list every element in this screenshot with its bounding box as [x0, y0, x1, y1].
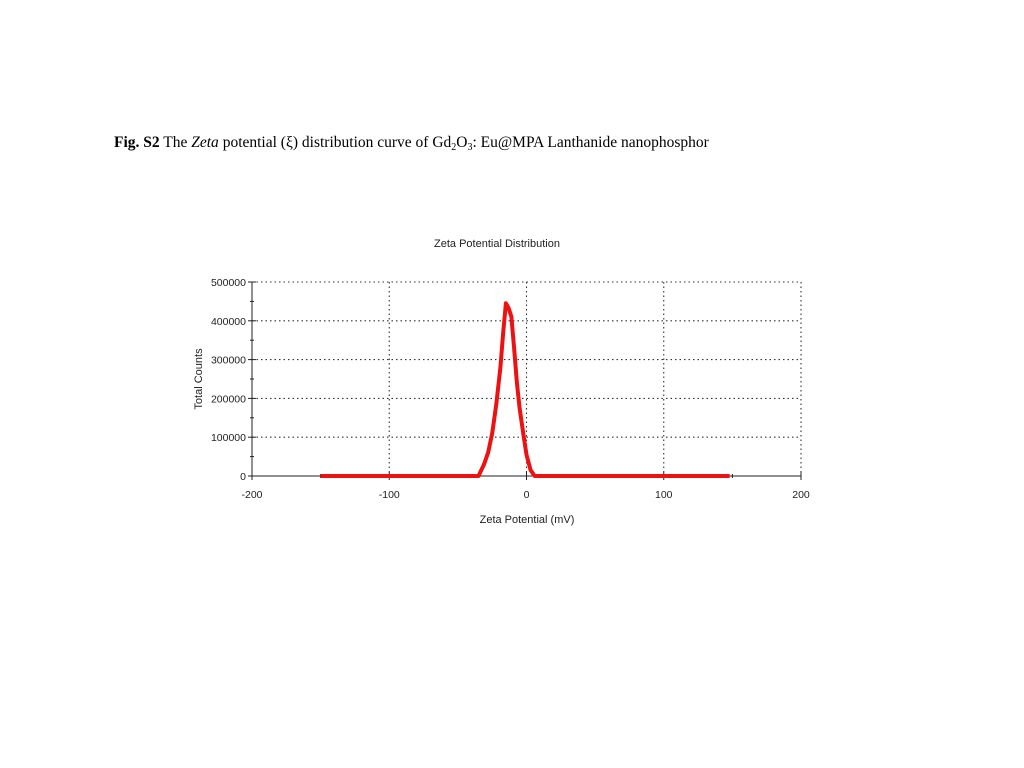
tick-labels: 0 100000 200000 300000 400000 500000 -200 -100 0… [211, 277, 810, 501]
y-tick-label: 0 [240, 471, 246, 483]
y-tick-label: 300000 [211, 355, 246, 367]
chart-title: Zeta Potential Distribution [434, 238, 560, 250]
caption-subscript-1: 2 [451, 142, 457, 153]
caption-italic-word: Zeta [191, 134, 219, 151]
y-tick-label: 100000 [211, 432, 246, 444]
series-layer [320, 301, 730, 478]
caption-text-4: : Eu@MPA Lanthanide nanophosphor [472, 134, 709, 151]
caption-text-3: O [456, 134, 468, 151]
distribution-curve [320, 301, 730, 478]
caption-text-2: potential (ξ) distribution curve of Gd [222, 134, 452, 151]
grid [252, 281, 802, 476]
x-tick-label: 0 [524, 489, 530, 501]
y-tick-label: 200000 [211, 393, 246, 405]
x-tick-label: 100 [655, 489, 673, 501]
caption-text-1: The [163, 134, 188, 151]
y-tick-label: 500000 [211, 277, 246, 289]
x-axis-label: Zeta Potential (mV) [480, 514, 575, 526]
figure-caption: Fig. S2 The Zeta potential (ξ) distribut… [114, 134, 709, 153]
caption-subscript-2: 3 [467, 142, 473, 153]
y-tick-label: 400000 [211, 316, 246, 328]
x-tick-label: -200 [241, 489, 262, 501]
x-tick-label: 200 [792, 489, 810, 501]
x-tick-label: -100 [379, 489, 400, 501]
y-axis-label: Total Counts [193, 348, 205, 410]
figure-label: Fig. S2 [114, 134, 160, 151]
